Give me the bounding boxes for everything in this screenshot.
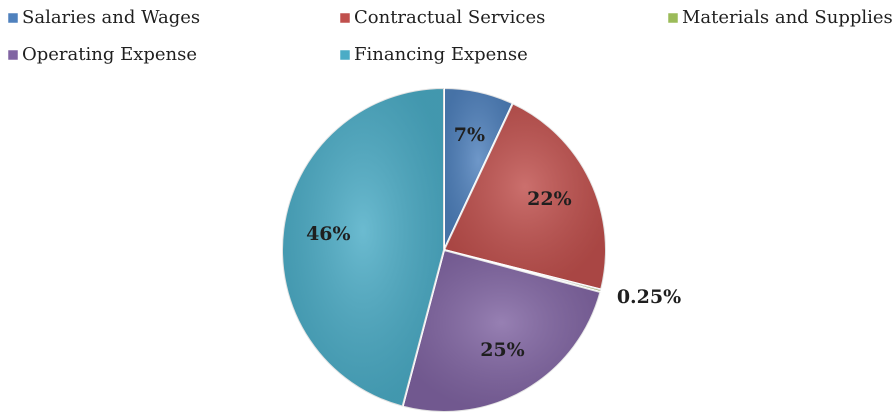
legend-label: Materials and Supplies bbox=[682, 7, 893, 28]
legend-label: Operating Expense bbox=[22, 44, 197, 65]
pie bbox=[281, 86, 607, 413]
data-label: 25% bbox=[480, 339, 525, 361]
slice-shade bbox=[402, 250, 601, 413]
legend-label: Salaries and Wages bbox=[22, 7, 200, 28]
data-label: 7% bbox=[454, 124, 485, 146]
slice-shade bbox=[282, 88, 444, 407]
legend-swatch bbox=[339, 49, 351, 61]
legend-swatch bbox=[7, 12, 19, 24]
legend-label: Contractual Services bbox=[354, 7, 545, 28]
data-label: 22% bbox=[527, 188, 572, 210]
data-labels: 7% 22% 0.25% 25% 46% bbox=[306, 124, 681, 361]
legend-swatch bbox=[7, 49, 19, 61]
data-label: 46% bbox=[306, 223, 351, 245]
slice-shade bbox=[444, 88, 513, 250]
legend-swatch bbox=[339, 12, 351, 24]
slice-shade bbox=[444, 103, 606, 290]
legend: Salaries and Wages Contractual Services Ma… bbox=[7, 7, 893, 65]
data-label: 0.25% bbox=[617, 286, 681, 308]
legend-label: Financing Expense bbox=[354, 44, 528, 65]
legend-swatch bbox=[667, 12, 679, 24]
